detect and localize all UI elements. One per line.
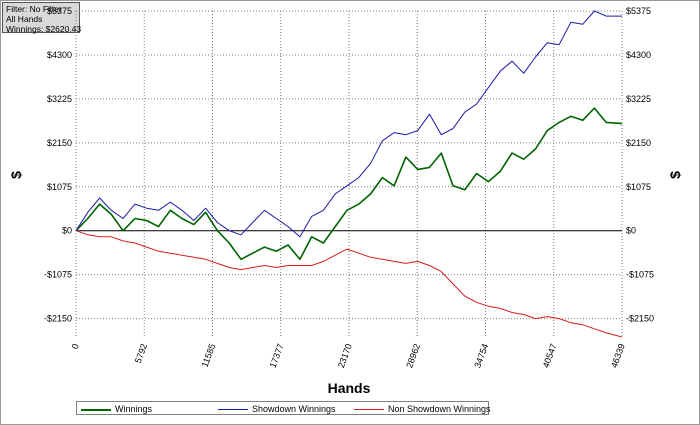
legend-swatch-winnings [81, 408, 111, 411]
x-axis-title: Hands [328, 380, 371, 396]
y-tick-label-right: $2150 [626, 138, 651, 148]
winnings-line [75, 107, 623, 261]
grid-layer [75, 10, 623, 337]
hands-scope-label: All Hands [6, 14, 43, 24]
y-tick-label-left: $0 [62, 226, 72, 236]
y-tick-label-left: -$2150 [44, 314, 72, 324]
y-tick-label-right: -$2150 [626, 314, 654, 324]
y-tick-label-right: $5375 [626, 6, 651, 16]
x-tick-label: 0 [70, 342, 81, 350]
legend-item-winnings: Winnings [81, 403, 152, 415]
y-tick-label-right: $4300 [626, 50, 651, 60]
y-tick-label-left: $2150 [47, 138, 72, 148]
filter-label: Filter: No Filter [6, 4, 62, 14]
legend-label-showdown: Showdown Winnings [252, 404, 336, 414]
series-layer [75, 10, 623, 338]
legend-item-non-showdown: Non Showdown Winnings [354, 403, 491, 415]
x-tick-label: 23170 [336, 342, 354, 369]
y-tick-label-left: $1075 [47, 182, 72, 192]
y-axis-title-right: $ [667, 171, 683, 179]
winnings-total-label: Winnings: $2620.43 [6, 24, 82, 34]
non-showdown-winnings-line [75, 230, 623, 338]
legend-item-showdown: Showdown Winnings [218, 403, 336, 415]
y-tick-label-right: -$1075 [626, 270, 654, 280]
legend-swatch-non-showdown [354, 409, 384, 411]
y-tick-label-right: $3225 [626, 94, 651, 104]
y-tick-label-right: $1075 [626, 182, 651, 192]
filter-info-box: Filter: No Filter All Hands Winnings: $2… [2, 2, 82, 34]
y-tick-label-left: $3225 [47, 94, 72, 104]
showdown-winnings-line [75, 10, 622, 238]
y-tick-label-right: $0 [626, 226, 636, 236]
y-tick-label-left: $4300 [47, 50, 72, 60]
legend-label-non-showdown: Non Showdown Winnings [388, 404, 491, 414]
y-tick-label-left: -$1075 [44, 270, 72, 280]
y-axis-title-left: $ [8, 171, 24, 179]
x-tick-label: 40547 [541, 342, 559, 369]
x-tick-label: 34754 [472, 342, 490, 369]
x-tick-label: 5792 [133, 342, 149, 364]
x-tick-label: 11585 [200, 342, 218, 368]
x-tick-label: 17377 [268, 342, 286, 369]
y-tick-label-left: $5375 [47, 6, 72, 16]
x-tick-label: 28962 [404, 342, 422, 369]
legend-swatch-showdown [218, 409, 248, 411]
legend-label-winnings: Winnings [115, 404, 153, 414]
x-tick-label: 46339 [609, 342, 627, 369]
chart-legend: Winnings Showdown Winnings Non Showdown … [76, 401, 491, 415]
